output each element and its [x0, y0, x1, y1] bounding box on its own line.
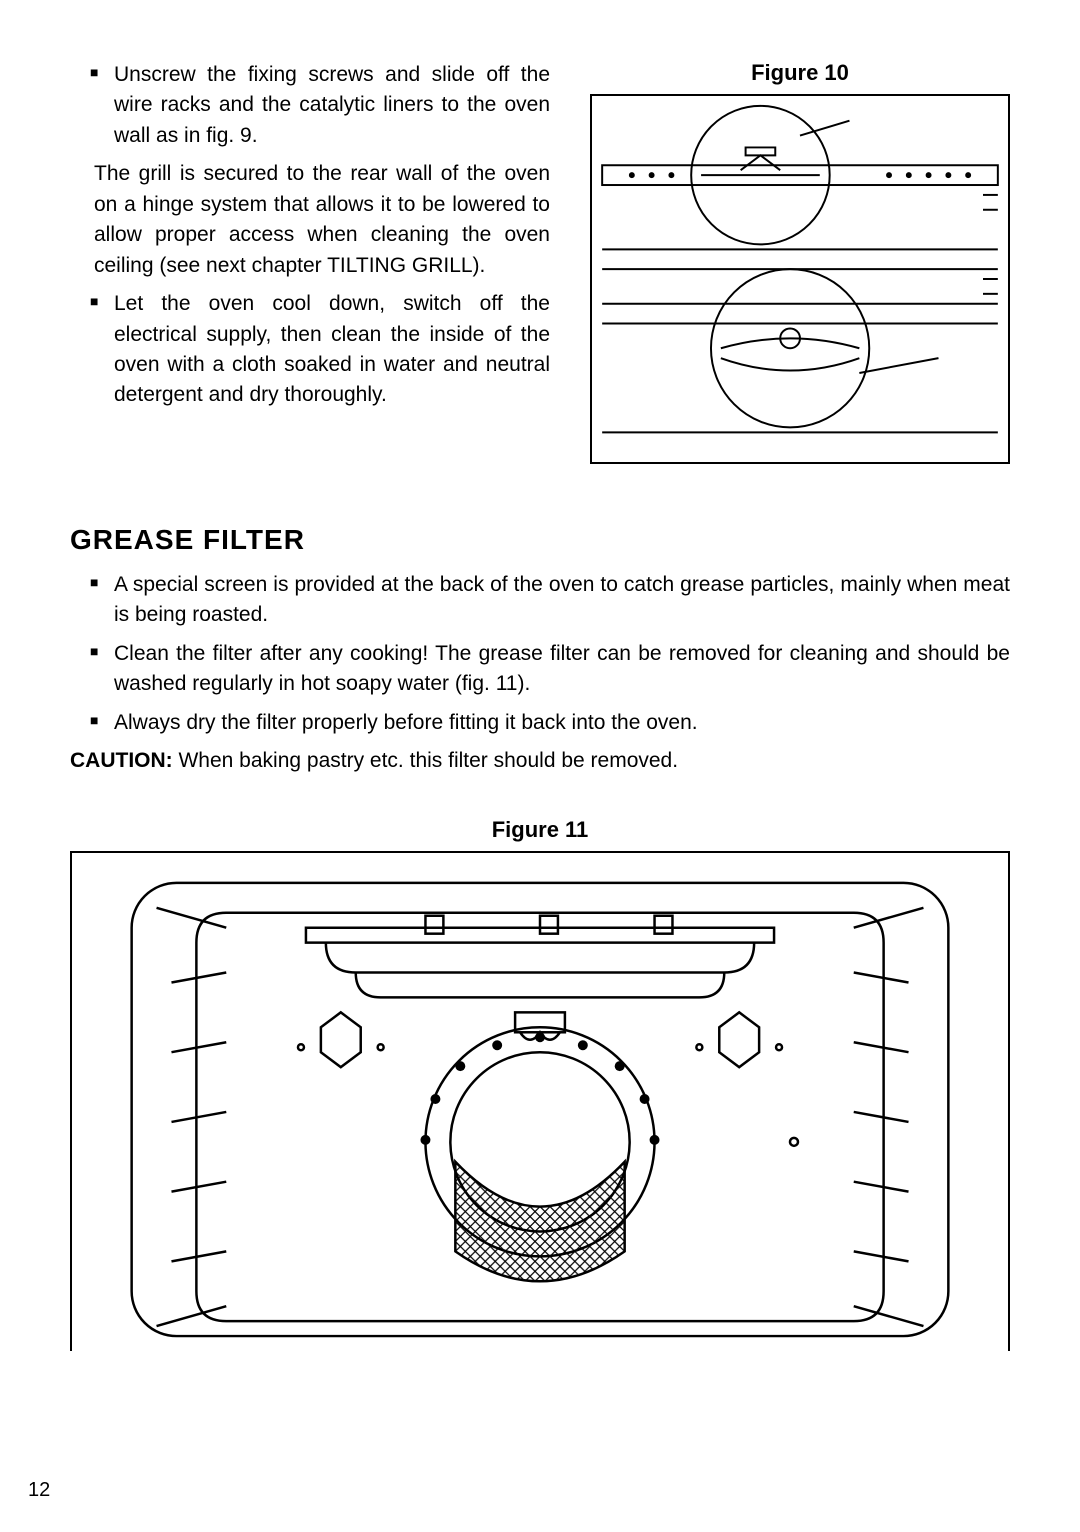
continuation-paragraph: The grill is secured to the rear wall of… — [70, 159, 550, 281]
bullet-item: Unscrew the fixing screws and slide off … — [90, 60, 550, 151]
bullet-item: A special screen is provided at the back… — [90, 570, 1010, 631]
bullet-item: Let the oven cool down, switch off the e… — [90, 289, 550, 411]
page-number: 12 — [28, 1479, 50, 1502]
figure-11-diagram — [70, 851, 1010, 1351]
figure-10-diagram — [590, 94, 1010, 464]
figure-11-label: Figure 11 — [70, 817, 1010, 843]
bullet-item: Clean the filter after any cooking! The … — [90, 639, 1010, 700]
grease-filter-section: GREASE FILTER A special screen is provid… — [70, 524, 1010, 777]
caution-line: CAUTION: When baking pastry etc. this fi… — [70, 746, 1010, 776]
caution-label: CAUTION: — [70, 749, 173, 772]
top-text-block: Unscrew the fixing screws and slide off … — [70, 60, 550, 464]
figure-10-label: Figure 10 — [590, 60, 1010, 86]
caution-text: When baking pastry etc. this filter shou… — [173, 749, 678, 772]
section-title: GREASE FILTER — [70, 524, 1010, 556]
bullet-item: Always dry the filter properly before fi… — [90, 708, 1010, 738]
